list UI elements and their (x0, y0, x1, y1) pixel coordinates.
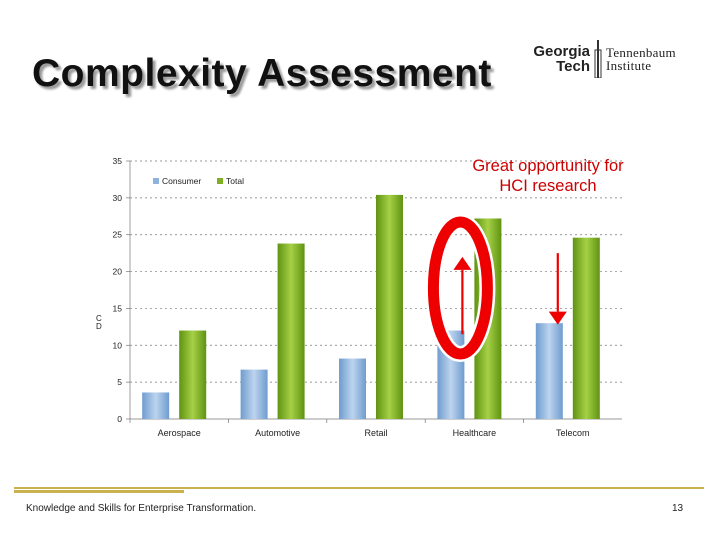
y-tick-label-30: 30 (113, 193, 123, 203)
bar-consumer-retail (339, 358, 366, 419)
y-tick-label-20: 20 (113, 267, 123, 277)
bar-total-aerospace (179, 330, 207, 419)
legend-label-total: Total (226, 176, 244, 186)
x-tick-label-automotive: Automotive (255, 428, 300, 438)
arrow-up-head-healthcare (453, 256, 472, 270)
georgia-tech-tennenbaum-logo: Georgia Tech Tennenbaum Institute (532, 40, 697, 80)
logo-tennenbaum-institute: Tennenbaum Institute (606, 46, 676, 72)
highlight-ring-healthcare (427, 216, 493, 360)
y-tick-label-35: 35 (113, 156, 123, 166)
logo-georgia-tech: Georgia Tech (532, 44, 590, 74)
logo-tech-text: Tech (556, 58, 590, 75)
legend-swatch-total (217, 178, 223, 184)
legend-label-consumer: Consumer (162, 176, 201, 186)
footer-divider (14, 487, 704, 489)
arrow-down-head-telecom (548, 311, 567, 325)
y-axis-label-part: D (96, 322, 102, 331)
x-tick-label-telecom: Telecom (556, 428, 590, 438)
bar-consumer-aerospace (142, 392, 170, 419)
logo-tennenbaum-text: Tennenbaum (606, 45, 676, 60)
y-tick-label-5: 5 (117, 377, 122, 387)
footer-accent (14, 490, 184, 493)
bar-consumer-automotive (240, 369, 268, 419)
y-axis-label-part: C (96, 314, 102, 323)
y-tick-label-15: 15 (113, 303, 123, 313)
x-tick-label-retail: Retail (364, 428, 387, 438)
callout-line-1: Great opportunity for (472, 157, 624, 175)
y-tick-label-0: 0 (117, 414, 122, 424)
legend-swatch-consumer (153, 178, 159, 184)
bar-total-telecom (572, 237, 600, 419)
y-tick-label-10: 10 (113, 340, 123, 350)
x-tick-label-aerospace: Aerospace (158, 428, 201, 438)
y-tick-label-25: 25 (113, 230, 123, 240)
bar-total-retail (376, 194, 403, 419)
bar-consumer-telecom (535, 323, 563, 419)
hci-callout: Great opportunity for HCI research (448, 156, 648, 196)
callout-line-2: HCI research (499, 177, 597, 195)
bar-total-automotive (277, 243, 305, 419)
x-tick-label-healthcare: Healthcare (453, 428, 497, 438)
tower-icon (594, 40, 602, 78)
page-number: 13 (672, 503, 684, 514)
logo-georgia-text: Georgia (533, 43, 590, 60)
slide-title: Complexity Assessment (32, 52, 492, 95)
footer-text: Knowledge and Skills for Enterprise Tran… (26, 503, 257, 514)
logo-institute-text: Institute (606, 58, 652, 73)
